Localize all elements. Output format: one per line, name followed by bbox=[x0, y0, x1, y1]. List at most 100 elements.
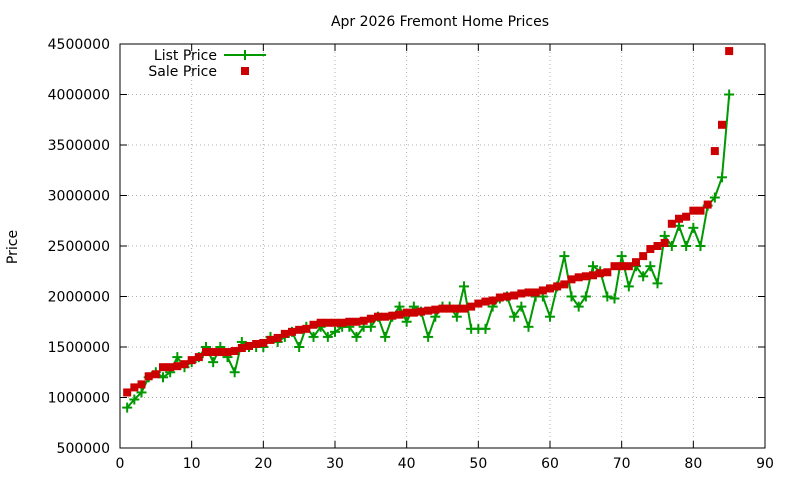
sale-price-point bbox=[481, 297, 490, 306]
sale-price-point bbox=[402, 308, 411, 317]
sale-price-point bbox=[696, 206, 705, 215]
x-tick-label: 90 bbox=[756, 456, 774, 472]
list-price-point bbox=[394, 301, 405, 312]
sale-price-point bbox=[216, 348, 225, 357]
sale-price-point bbox=[689, 206, 698, 215]
list-price-point bbox=[365, 321, 376, 332]
list-price-point bbox=[172, 352, 183, 363]
list-price-point bbox=[294, 342, 305, 352]
list-price-point bbox=[308, 331, 319, 342]
list-price-point bbox=[129, 394, 140, 405]
list-price-point bbox=[451, 311, 462, 322]
list-price-line bbox=[126, 94, 731, 409]
list-price-point bbox=[423, 331, 434, 342]
sale-price-point bbox=[252, 339, 261, 348]
sale-price-point bbox=[538, 286, 547, 295]
sale-price-point bbox=[280, 329, 289, 338]
list-price-point bbox=[523, 321, 534, 332]
sale-price-point bbox=[524, 288, 533, 297]
sale-price-point bbox=[596, 269, 605, 278]
x-tick-label: 80 bbox=[684, 456, 702, 472]
legend: List Price Sale Price bbox=[148, 48, 266, 80]
y-tick-label: 4000000 bbox=[48, 88, 110, 104]
sale-price-point bbox=[259, 338, 268, 347]
sale-price-point bbox=[589, 271, 597, 280]
legend-marker-list-price bbox=[240, 50, 250, 60]
list-price-point bbox=[573, 301, 584, 312]
sale-price-point bbox=[667, 219, 676, 228]
list-price-point bbox=[480, 323, 491, 334]
list-price-point bbox=[609, 293, 620, 304]
sale-price-point bbox=[474, 299, 483, 308]
sale-price-point bbox=[309, 320, 318, 329]
list-price-point bbox=[516, 301, 527, 312]
list-price-point bbox=[602, 291, 613, 302]
legend-marker-sale-price bbox=[241, 67, 249, 75]
sale-price-point bbox=[366, 314, 375, 323]
list-price-point bbox=[681, 241, 692, 251]
legend-label-list-price: List Price bbox=[154, 48, 217, 64]
list-price-point bbox=[717, 172, 727, 183]
list-price-point bbox=[588, 261, 598, 272]
sale-price-point bbox=[173, 362, 182, 371]
list-price-point bbox=[322, 331, 333, 342]
x-tick-label: 0 bbox=[116, 456, 125, 472]
sale-price-point bbox=[632, 258, 640, 267]
sale-price-point bbox=[553, 282, 562, 291]
sale-price-point bbox=[302, 324, 311, 333]
grid bbox=[120, 44, 765, 448]
y-tick-label: 2000000 bbox=[48, 290, 110, 306]
sale-price-point bbox=[137, 380, 146, 389]
list-price-point bbox=[351, 331, 362, 342]
sale-price-point bbox=[273, 333, 282, 342]
sale-price-point bbox=[603, 268, 612, 277]
sale-price-point bbox=[352, 317, 361, 326]
sale-price-point bbox=[123, 388, 132, 397]
sale-price-point bbox=[338, 318, 347, 327]
sale-price-point bbox=[130, 383, 139, 392]
legend-label-sale-price: Sale Price bbox=[148, 64, 217, 80]
sale-price-point bbox=[546, 284, 554, 293]
list-price-point bbox=[122, 402, 133, 413]
x-tick-label: 50 bbox=[469, 456, 487, 472]
sale-price-point bbox=[531, 288, 540, 297]
sale-price-point bbox=[345, 317, 354, 326]
list-price-point bbox=[638, 271, 649, 282]
sale-price-point bbox=[187, 356, 196, 365]
y-tick-label: 2500000 bbox=[48, 239, 110, 255]
y-tick-label: 1000000 bbox=[48, 391, 110, 407]
sale-price-point bbox=[223, 348, 232, 357]
x-tick-label: 30 bbox=[326, 456, 344, 472]
chart-title: Apr 2026 Fremont Home Prices bbox=[331, 14, 549, 30]
sale-price-point bbox=[417, 307, 425, 316]
list-price-point bbox=[545, 311, 555, 322]
sale-price-point bbox=[230, 347, 239, 356]
sale-price-point bbox=[646, 245, 655, 254]
list-price-point bbox=[401, 316, 412, 327]
sale-price-point bbox=[438, 304, 447, 313]
sale-price-point bbox=[424, 306, 433, 315]
list-price-point bbox=[724, 89, 735, 100]
sale-price-point bbox=[409, 308, 418, 317]
list-price-point bbox=[559, 251, 570, 262]
sale-price-point bbox=[166, 363, 175, 372]
sale-price-point bbox=[675, 214, 683, 223]
sale-price-point bbox=[660, 238, 669, 247]
sale-price-point bbox=[452, 304, 461, 313]
sale-price-point bbox=[381, 312, 390, 321]
y-tick-label: 3500000 bbox=[48, 138, 110, 154]
sale-price-point bbox=[323, 318, 332, 327]
sale-price-point bbox=[395, 310, 404, 319]
list-price-point bbox=[616, 251, 627, 262]
list-price-point bbox=[509, 311, 520, 322]
axis-ticks: 500000 1000000 1500000 2000000 2500000 300000… bbox=[48, 37, 774, 472]
sale-price-point bbox=[194, 353, 203, 362]
list-price-point bbox=[688, 222, 699, 233]
sale-price-point bbox=[151, 370, 160, 379]
sale-price-point bbox=[144, 372, 153, 381]
sale-price-point bbox=[581, 272, 590, 281]
sale-price-point bbox=[388, 311, 397, 320]
sale-price-point bbox=[374, 312, 382, 321]
sale-price-point bbox=[725, 47, 734, 56]
